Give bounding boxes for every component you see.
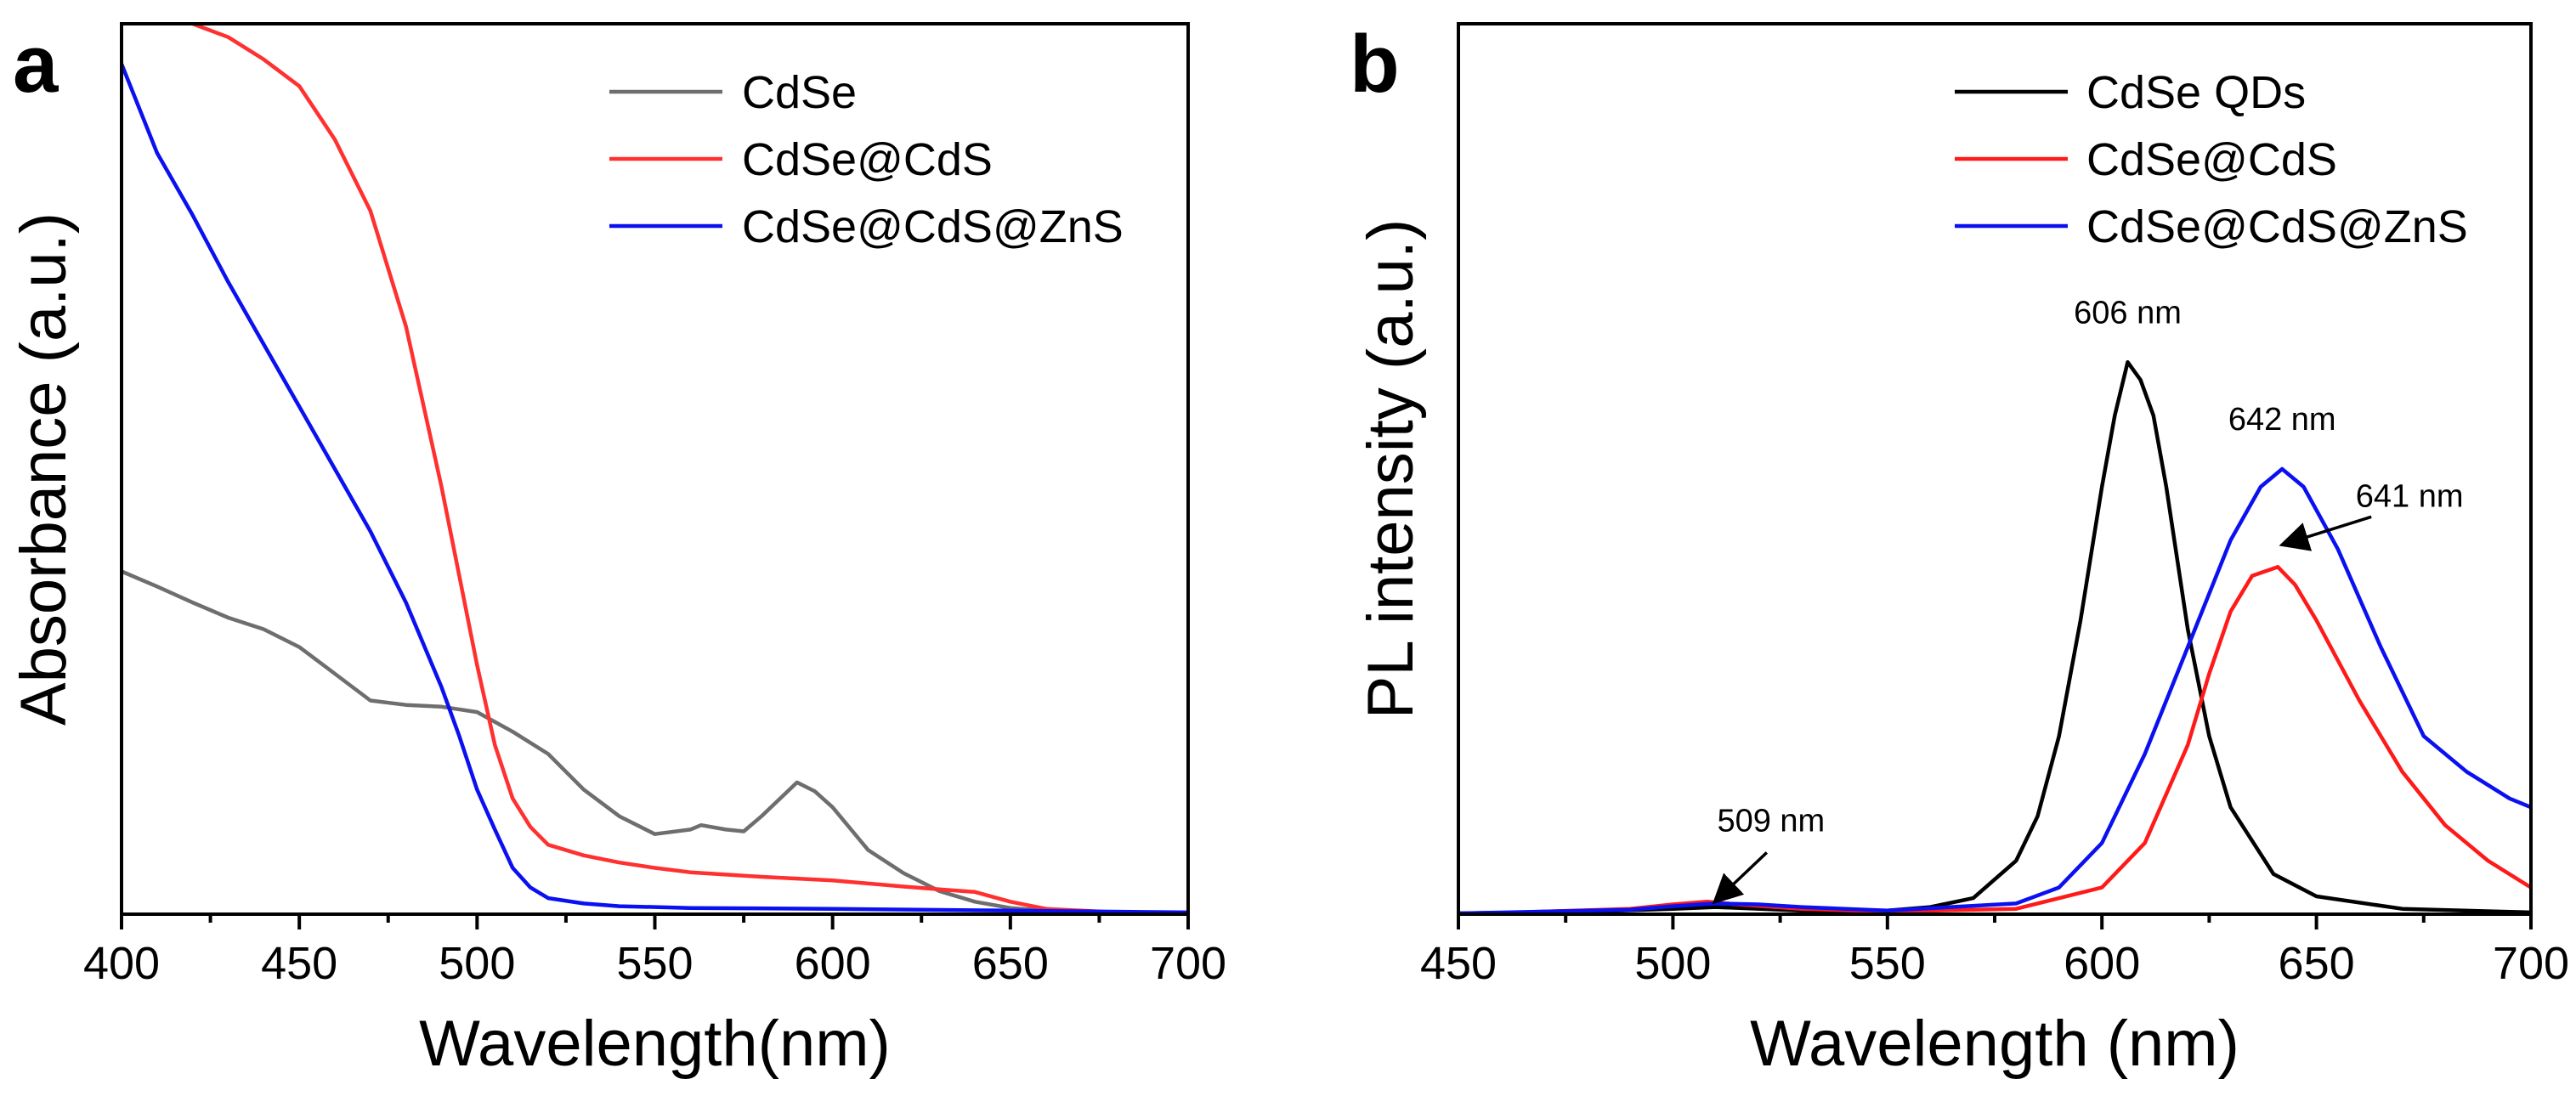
series-line-cdse-cds <box>191 24 1188 914</box>
legend-entry: CdSe@CdS <box>2086 134 2337 185</box>
x-tick-label: 600 <box>2064 938 2140 989</box>
legend-entry: CdSe@CdS <box>742 134 993 185</box>
y-axis-title: Absorbance (a.u.) <box>8 212 80 726</box>
peak-annotation: 641 nm <box>2356 478 2464 514</box>
annotation-arrow <box>2279 515 2372 551</box>
x-tick-label: 700 <box>2493 938 2569 989</box>
x-tick-label: 700 <box>1150 938 1226 989</box>
legend-entry: CdSe <box>742 67 857 118</box>
peak-annotation: 606 nm <box>2074 295 2182 330</box>
x-tick-label: 650 <box>2279 938 2355 989</box>
legend-entry: CdSe QDs <box>2086 67 2306 118</box>
x-tick-label: 500 <box>439 938 515 989</box>
chart-panel-b: 450 500 550 600 650 700 Wavelength (nm) PL inte… <box>1355 22 2569 1080</box>
x-tick-label: 550 <box>616 938 693 989</box>
panel-label-b: b <box>1350 19 1400 110</box>
x-tick-label: 550 <box>1849 938 1926 989</box>
x-tick-label: 650 <box>972 938 1049 989</box>
x-tick-label: 450 <box>261 938 337 989</box>
y-axis-title: PL intensity (a.u.) <box>1355 219 1427 720</box>
series-line-cdse-cds-zns <box>122 63 1188 914</box>
legend-entry: CdSe@CdS@ZnS <box>2086 201 2468 252</box>
x-tick-label: 600 <box>795 938 871 989</box>
chart-panel-a: 400 450 500 550 600 650 700 Wavelength(nm) Absor… <box>8 22 1226 1080</box>
x-tick-label: 500 <box>1634 938 1711 989</box>
x-tick-label: 400 <box>83 938 160 989</box>
legend-entry: CdSe@CdS@ZnS <box>742 201 1124 252</box>
x-axis-title: Wavelength (nm) <box>1750 1008 2239 1080</box>
x-tick-label: 450 <box>1420 938 1497 989</box>
peak-annotation: 642 nm <box>2228 402 2336 438</box>
peak-annotation: 509 nm <box>1717 803 1825 839</box>
panel-label-a: a <box>13 19 59 110</box>
x-axis-title: Wavelength(nm) <box>419 1008 891 1080</box>
annotation-arrow <box>1712 851 1769 905</box>
